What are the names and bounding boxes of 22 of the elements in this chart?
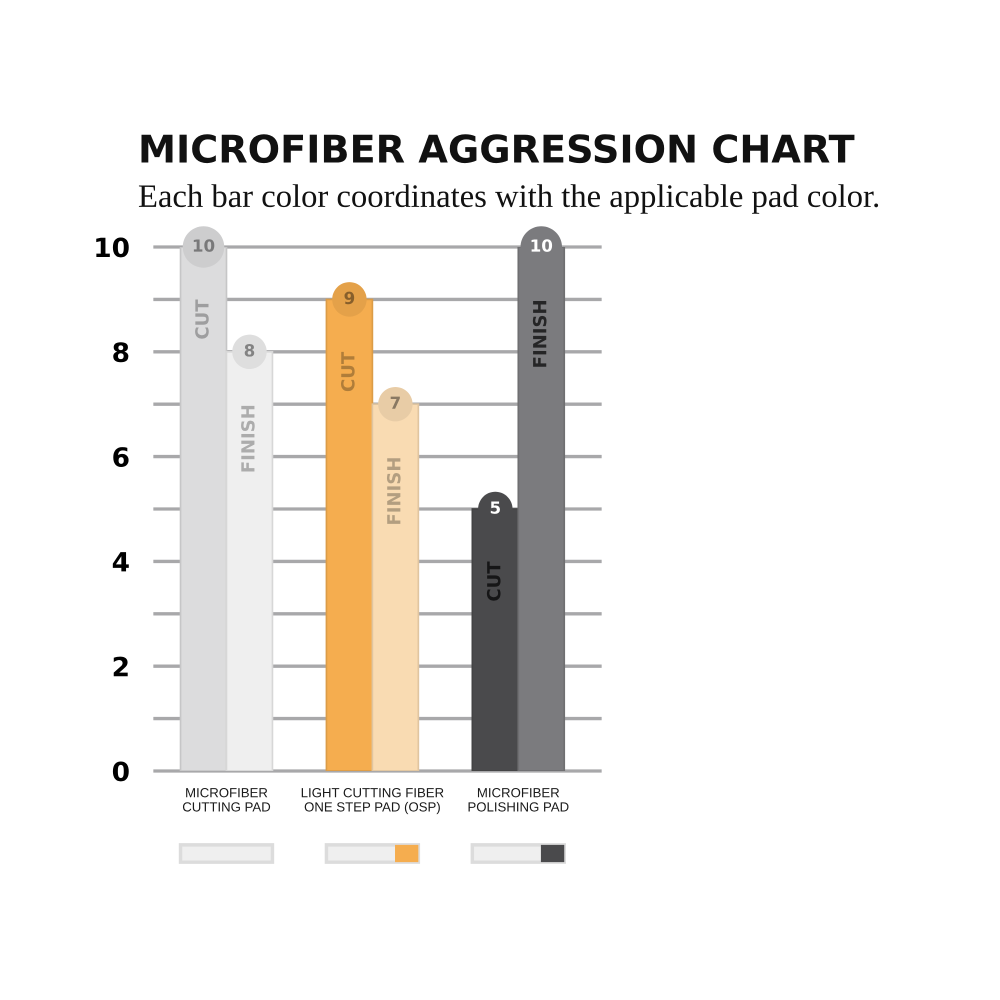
- series-label: FINISH: [386, 458, 401, 524]
- text: FINISH: [532, 301, 547, 367]
- y-tick-label: 6: [113, 447, 129, 467]
- text: CUT: [340, 352, 355, 392]
- data-label: 7: [390, 396, 400, 409]
- y-tick-label: 10: [96, 237, 129, 258]
- data-label: 10: [194, 239, 214, 252]
- x-tick-label: MICROFIBER POLISHING PAD: [468, 788, 569, 812]
- y-tick-label: 4: [112, 552, 129, 572]
- data-label: 9: [344, 292, 354, 304]
- y-tick-label: 8: [113, 342, 128, 362]
- data-label: 5: [490, 501, 500, 514]
- chart-title: MICROFIBER AGGRESSION CHART: [142, 134, 854, 164]
- chart-subtitle: Each bar color coordinates with the applicable pad color.: [138, 184, 878, 214]
- y-tick-label: 0: [112, 761, 129, 782]
- x-tick-label: LIGHT CUTTING FIBER ONE STEP PAD (OSP): [302, 788, 444, 814]
- text: FINISH: [241, 406, 255, 472]
- data-label: 8: [244, 344, 254, 357]
- x-tick-label: MICROFIBER CUTTING PAD: [182, 788, 270, 812]
- series-label: CUT: [195, 300, 209, 339]
- y-tick-label: 2: [114, 656, 128, 676]
- data-label: 10: [532, 239, 552, 252]
